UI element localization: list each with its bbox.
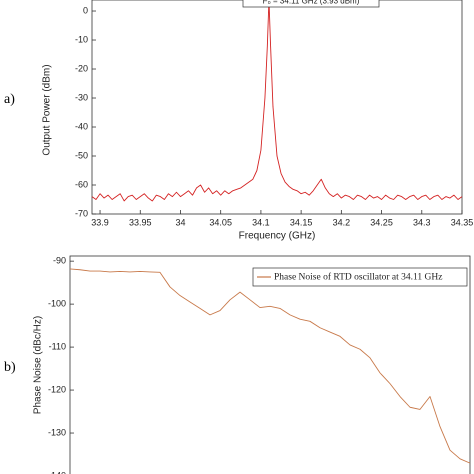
x-tick-label: 34.25 [370,217,393,227]
y-tick-label: -100 [48,299,66,309]
data-line [69,268,471,464]
y-tick-label: -90 [53,256,66,266]
y-tick-label: -10 [75,34,88,44]
y-tick-label: -20 [75,63,88,73]
y-axis-label: Output Power (dBm) [42,64,53,155]
x-tick-label: 34.1 [252,217,270,227]
annotation: F₀ = 34.11 GHz (3.93 dBm) [263,0,360,6]
legend-label: Phase Noise of RTD oscillator at 34.11 G… [274,272,442,283]
y-tick-label: -30 [75,92,88,102]
y-tick-label: -50 [75,150,88,160]
annotation-box [242,0,380,8]
y-tick-label: -140 [48,470,66,474]
y-tick-label: -120 [48,384,66,394]
data-line [91,0,463,202]
plot-frame [91,0,463,215]
plot-frame [69,255,471,474]
y-tick-label: -130 [48,427,66,437]
x-tick-label: 33.9 [91,217,109,227]
y-tick-label: -70 [75,208,88,218]
x-tick-label: 34 [175,217,185,227]
x-tick-label: 34.35 [451,217,474,227]
y-tick-label: 0 [83,5,88,15]
x-tick-label: 34.05 [209,217,232,227]
panel-label: a) [4,92,15,107]
y-tick-label: -110 [49,341,66,351]
legend-box [252,267,468,287]
x-tick-label: 34.15 [290,217,313,227]
x-tick-label: 34.2 [333,217,351,227]
panel-label: b) [4,360,16,375]
y-tick-label: -40 [75,121,88,131]
x-axis-label: Frequency (GHz) [239,231,316,242]
x-tick-label: 34.3 [413,217,431,227]
y-axis-label: Phase Noise (dBc/Hz) [33,316,44,414]
x-tick-label: 33.95 [129,217,152,227]
y-tick-label: -60 [75,179,88,189]
